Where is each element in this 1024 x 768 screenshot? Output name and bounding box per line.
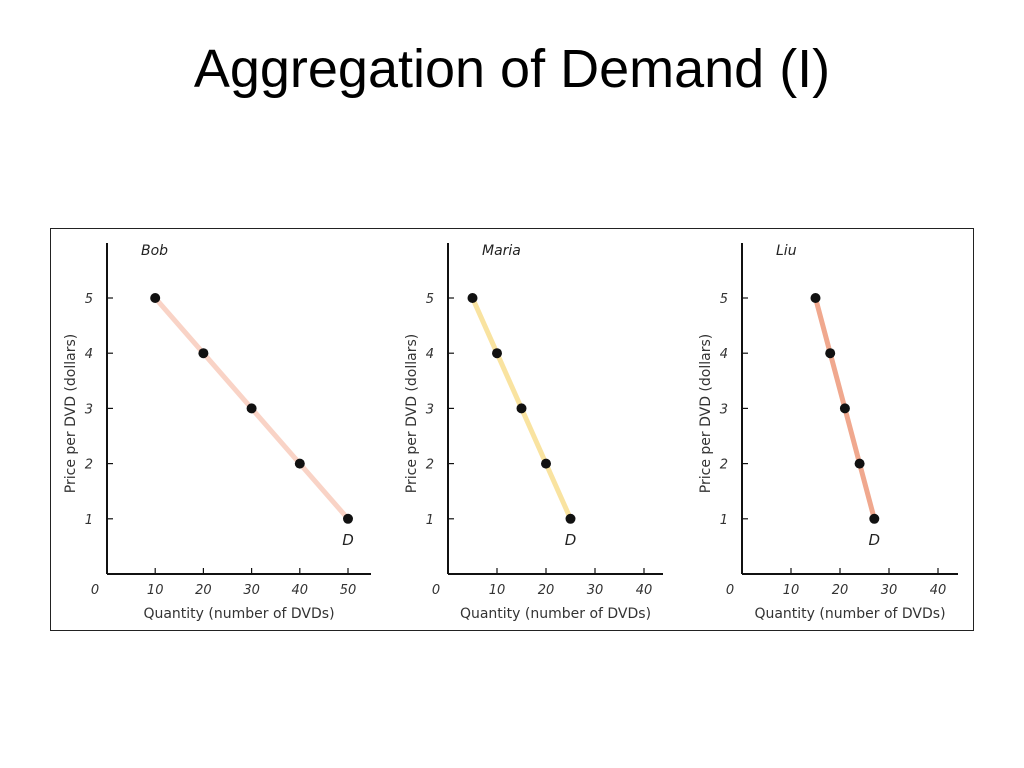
chart-2-x-axis-label: Quantity (number of DVDs) [460,606,651,622]
chart-2-data-point [467,293,478,303]
chart-2-data-point [516,403,527,414]
chart-2-data-point [492,348,502,359]
slide-title: Aggregation of Demand (I) [193,39,831,99]
chart-2-x-tick-label: 30 [587,583,604,598]
chart-1-x-tick-label: 50 [340,583,357,598]
chart-2-data-point [565,513,576,524]
chart-2-data-point [541,458,551,469]
chart-2-y-tick-label: 5 [426,292,434,307]
chart-1-title: Bob [141,243,168,259]
chart-1-x-axis-label: Quantity (number of DVDs) [143,606,334,622]
chart-1-x-tick-label: 30 [243,583,260,598]
chart-1-x-tick-label: 40 [292,583,309,598]
chart-2-y-tick-label: 1 [426,513,434,528]
chart-3-x-tick-label: 20 [832,583,849,598]
chart-2-x-tick-label: 20 [538,583,555,598]
chart-2-y-tick-label: 4 [426,347,434,362]
chart-2-y-tick-label: 2 [426,458,434,473]
chart-3-curve-label: D [869,531,881,549]
chart-1-data-point [294,458,305,469]
chart-1-data-point [150,293,161,303]
chart-3-title: Liu [776,243,797,259]
chart-3-y-tick-label: 4 [720,347,728,362]
chart-2-title: Maria [482,243,521,259]
chart-1-data-point [246,403,257,414]
chart-1-y-tick-label: 4 [85,347,93,362]
chart-1-y-tick-label: 1 [85,513,93,528]
chart-2-curve-label: D [565,531,577,549]
chart-1-data-point [198,348,209,359]
chart-2-y-tick-label: 3 [426,402,434,417]
chart-1-y-tick-label: 5 [85,292,93,307]
chart-3-y-axis-label: Price per DVD (dollars) [698,334,714,493]
chart-2-y-axis-label: Price per DVD (dollars) [404,334,420,493]
chart-3-data-point [839,403,850,414]
chart-3-data-point [810,293,821,303]
chart-3-x-tick-label: 30 [881,583,898,598]
chart-1-y-tick-label: 3 [85,402,93,417]
chart-3-data-point [854,458,865,469]
chart-1-data-point [343,513,353,524]
chart-1-x-tick-label: 10 [147,583,164,598]
chart-1-y-axis-label: Price per DVD (dollars) [63,334,79,493]
chart-2-x-tick-label: 0 [432,583,440,598]
chart-3-x-tick-label: 10 [783,583,800,598]
chart-3-y-tick-label: 1 [720,513,728,528]
chart-3-y-tick-label: 5 [720,292,728,307]
chart-1-y-tick-label: 2 [85,458,93,473]
chart-1-curve-label: D [342,531,354,549]
chart-2-x-tick-label: 40 [636,583,653,598]
chart-1-x-tick-label: 0 [91,583,99,598]
chart-3-y-tick-label: 3 [720,402,728,417]
figure-frame: Bob 1 2 3 4 5 0 10 20 30 40 50 Quantity (number of D… [50,228,974,631]
chart-2-x-tick-label: 10 [489,583,506,598]
chart-1-x-tick-label: 20 [195,583,212,598]
chart-3-x-axis-label: Quantity (number of DVDs) [754,606,945,622]
chart-3-data-point [825,348,836,359]
chart-3-data-point [869,513,880,524]
chart-3-x-tick-label: 0 [726,583,734,598]
chart-3-x-tick-label: 40 [930,583,947,598]
chart-3-y-tick-label: 2 [720,458,728,473]
